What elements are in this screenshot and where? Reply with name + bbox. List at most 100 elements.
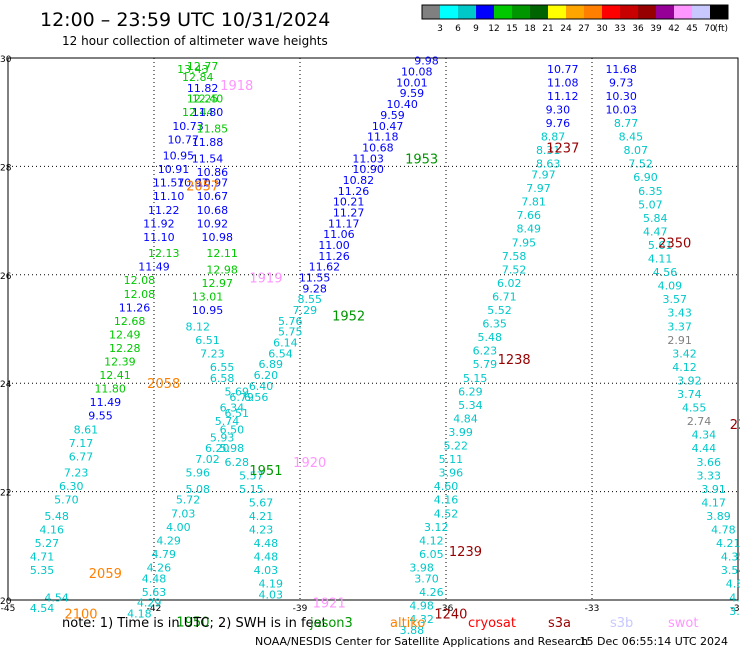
legend-border (421, 4, 729, 20)
wave-height-label: 6.51 (195, 334, 220, 347)
wave-height-label: 4.21 (716, 537, 740, 550)
wave-height-label: 3.43 (667, 307, 692, 320)
wave-height-label: 4.18 (127, 608, 152, 621)
wave-height-label: 4.23 (249, 524, 274, 537)
x-tick-label: -42 (147, 604, 162, 614)
wave-height-label: 6.54 (268, 347, 293, 360)
wave-height-label: 6.79 (229, 391, 254, 404)
wave-height-label: 12.98 (206, 263, 238, 276)
legend-swatch (602, 5, 620, 19)
wave-height-label: 4.03 (259, 589, 284, 602)
wave-height-label: 10.97 (177, 177, 209, 190)
wave-height-label: 12.08 (124, 288, 156, 301)
wave-height-label: 5.57 (239, 469, 264, 482)
x-tick-label: -45 (1, 604, 16, 614)
wave-height-label: 5.27 (35, 537, 60, 550)
x-tick-label: -33 (585, 604, 600, 614)
wave-height-label: 11.85 (197, 122, 229, 135)
wave-height-label: 4.44 (692, 442, 717, 455)
wave-height-label: 5.08 (186, 483, 211, 496)
wave-height-label: 3.57 (662, 293, 687, 306)
wave-height-label: 5.63 (142, 586, 167, 599)
y-tick-label: 28 (0, 163, 12, 173)
wave-height-label: 6.55 (210, 361, 235, 374)
wave-height-label: 4.56 (653, 266, 678, 279)
wave-height-label: 4.29 (156, 534, 181, 547)
wave-height-label: 8.61 (74, 423, 99, 436)
pass-time-label: 1951 (249, 464, 282, 479)
wave-height-label: 13.01 (192, 290, 224, 303)
wave-height-label: 6.51 (224, 407, 249, 420)
wave-height-label: 3.98 (409, 561, 434, 574)
wave-height-label: 11.80 (192, 106, 224, 119)
wave-height-label: 5.15 (239, 483, 264, 496)
wave-height-label: 3.74 (677, 388, 702, 401)
wave-height-label: 11.22 (148, 204, 180, 217)
wave-height-label: 8.55 (297, 293, 322, 306)
wave-height-label: 3.37 (667, 320, 692, 333)
legend-tick-label: 36 (632, 24, 644, 34)
wave-height-label: 8.07 (624, 144, 649, 157)
footer-credit: NOAA/NESDIS Center for Satellite Applica… (255, 635, 588, 648)
wave-height-label: 7.02 (195, 453, 220, 466)
wave-height-label: 10.08 (401, 66, 433, 79)
wave-height-label: 7.03 (171, 507, 196, 520)
wave-height-label: 10.95 (192, 304, 224, 317)
wave-height-label: 6.35 (638, 185, 663, 198)
wave-height-label: 6.35 (482, 318, 507, 331)
wave-height-label: 10.86 (197, 166, 229, 179)
chart-subtitle: 12 hour collection of altimeter wave hei… (62, 34, 328, 48)
legend-swatch (710, 5, 728, 19)
mission-legend-entry: s3b (610, 616, 633, 631)
wave-height-label: 4.48 (254, 537, 279, 550)
pass-time-label: 2058 (147, 377, 180, 392)
pass-time-label: 1237 (546, 141, 579, 156)
wave-height-label: 5.76 (278, 315, 303, 328)
wave-height-label: 11.03 (352, 152, 384, 165)
pass-time-label: 1952 (332, 309, 365, 324)
legend-swatch (530, 5, 548, 19)
wave-height-label: 10.90 (352, 163, 384, 176)
wave-height-label: 4.26 (419, 586, 444, 599)
wave-height-label: 7.58 (502, 250, 527, 263)
wave-height-label: 10.95 (163, 150, 195, 163)
wave-height-label: 5.72 (176, 494, 201, 507)
wave-height-label: 6.23 (473, 345, 498, 358)
legend-tick-label: 70 (704, 24, 716, 34)
legend-tick-label: 18 (524, 24, 536, 34)
wave-height-label: 10.77 (167, 133, 199, 146)
wave-height-label: 10.68 (362, 141, 394, 154)
x-tick-label: -36 (439, 604, 454, 614)
wave-height-label: 6.89 (259, 358, 284, 371)
wave-height-label: 6.56 (244, 391, 269, 404)
legend-swatch (638, 5, 656, 19)
wave-height-label: 11.18 (367, 131, 399, 144)
wave-height-label: 5.07 (638, 198, 663, 211)
wave-height-label: 11.26 (119, 301, 151, 314)
wave-height-label: 6.28 (224, 456, 249, 469)
wave-height-label: 3.99 (448, 426, 473, 439)
wave-height-label: 4.21 (249, 510, 274, 523)
x-tick-label: -39 (293, 604, 308, 614)
legend-swatch (692, 5, 710, 19)
wave-height-label: 12.84 (182, 71, 214, 84)
wave-height-label: 5.35 (30, 564, 55, 577)
mission-legend-entry: s3a (548, 616, 571, 631)
wave-height-label: 3.91 (701, 483, 726, 496)
wave-height-label: 3.54 (721, 564, 740, 577)
wave-height-label: 6.20 (205, 442, 230, 455)
wave-height-label: 11.92 (143, 217, 175, 230)
wave-height-label: 7.66 (516, 209, 541, 222)
wave-height-label: 4.54 (44, 591, 69, 604)
wave-height-label: 4.29 (137, 597, 162, 610)
wave-height-label: 10.21 (333, 196, 365, 209)
wave-height-label: 5.70 (54, 494, 79, 507)
wave-height-label: 4.11 (648, 253, 673, 266)
legend-swatch (476, 5, 494, 19)
color-scale-legend: 3 6 9 12 15 18 21 24 27 30 33 36 39 42 45 70(ft) (421, 4, 729, 34)
wave-height-label: 9.55 (88, 410, 113, 423)
legend-swatch (620, 5, 638, 19)
wave-height-label: 10.91 (158, 163, 190, 176)
